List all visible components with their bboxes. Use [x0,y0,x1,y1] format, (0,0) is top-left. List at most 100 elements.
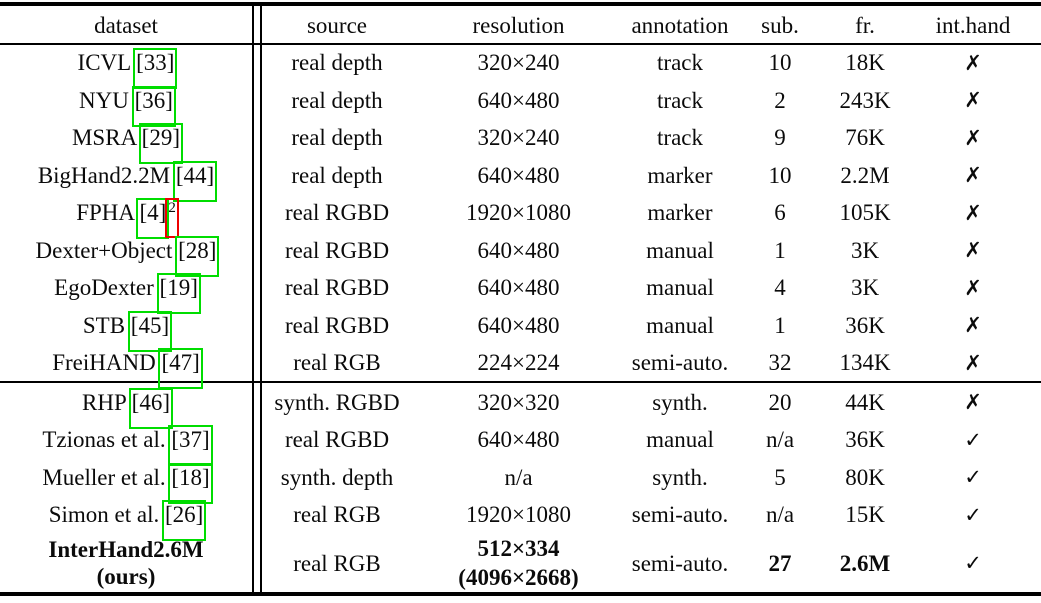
table-row: FPHA [4] 2 real RGBD 1920×1080 marker 6 105K ✗ [0,194,1041,240]
cell-resolution: 320×320 [412,388,625,417]
cross-icon: ✗ [964,163,982,188]
resolution-line: 640×480 [477,237,560,263]
cell-int-hand: ✗ [905,349,1041,377]
dataset-name-line: FPHA [4] 2 [0,198,252,240]
cell-dataset: Tzionas et al. [37] [0,425,252,467]
citation-link[interactable]: [45] [127,310,173,352]
cell-resolution: 512×334 (4096×2668) [412,534,625,592]
cell-dataset: STB [45] [0,310,252,352]
cell-dataset: FPHA [4] 2 [0,198,252,240]
citation-link[interactable]: [47] [158,348,204,390]
dataset-label: FPHA [76,200,134,226]
table-row: ICVL [33] real depth 320×240 track 10 18K ✗ [0,44,1041,90]
cell-resolution: 320×240 [412,48,625,77]
resolution-line: n/a [504,464,533,490]
cell-annotation: semi-auto. [631,502,729,528]
citation-link[interactable]: [4] [136,198,170,240]
header-int-hand: int.hand [935,12,1011,38]
citation-link[interactable]: [46] [128,387,174,429]
cell-resolution: 640×480 [412,273,625,302]
cell-source: real depth [291,162,383,188]
citation-link[interactable]: [19] [156,273,202,315]
dataset-label: Dexter+Object [35,237,173,263]
cell-frames: 44K [845,389,885,415]
cell-int-hand: ✗ [905,199,1041,227]
header-source: source [306,12,368,38]
dataset-name-line: Mueller et al. [18] [0,462,252,504]
citation-link[interactable]: [26] [161,500,207,542]
citation-link[interactable]: [37] [168,425,214,467]
resolution-line: 320×240 [477,125,560,151]
cell-annotation: semi-auto. [631,350,729,376]
cell-subjects: 5 [774,464,786,490]
table-body: ICVL [33] real depth 320×240 track 10 18K ✗ NYU… [0,44,1041,593]
cell-subjects: n/a [765,427,795,453]
resolution-line: 320×240 [477,50,560,76]
dataset-label: FreiHAND [52,350,156,376]
table-row: Mueller et al. [18] synth. depth n/a synth.… [0,459,1041,504]
citation-link[interactable]: [28] [175,235,220,277]
dataset-name-line: Dexter+Object [28] [0,235,252,277]
cell-resolution: 640×480 [412,236,625,265]
citation-link[interactable]: [36] [131,85,177,127]
check-icon: ✓ [964,465,982,490]
cell-dataset: NYU [36] [0,85,252,127]
citation-link[interactable]: [18] [168,462,214,504]
cell-source: real RGBD [284,275,390,301]
resolution-line-2: (4096×2668) [458,565,579,590]
cell-annotation: manual [646,275,714,301]
dataset-name-line: BigHand2.2M [44] [0,160,252,202]
check-icon: ✓ [964,427,982,452]
cell-frames: 134K [839,350,891,376]
cell-dataset: FreiHAND [47] [0,348,252,390]
dataset-subtitle: (ours) [96,564,156,589]
cross-icon: ✗ [964,390,982,415]
cross-icon: ✗ [964,50,982,75]
footnote-ref[interactable]: 2 [165,198,179,239]
table-row: BigHand2.2M [44] real depth 640×480 marker 1… [0,157,1041,202]
cell-subjects: 32 [768,350,792,376]
cell-frames: 80K [845,464,885,490]
resolution-line: 640×480 [477,87,560,113]
dataset-label: Tzionas et al. [42,427,166,453]
table-row: Tzionas et al. [37] real RGBD 640×480 manua… [0,421,1041,467]
cell-int-hand: ✓ [905,501,1041,529]
dataset-name-line: NYU [36] [0,85,252,127]
cell-subjects: n/a [765,502,795,528]
cell-subjects: 9 [774,125,786,151]
cell-resolution: 640×480 [412,161,625,190]
cell-dataset: Simon et al. [26] [0,500,252,542]
citation-link[interactable]: [33] [133,48,178,90]
cell-int-hand: ✗ [905,161,1041,189]
cell-subjects: 6 [774,200,786,226]
cell-frames: 243K [839,87,891,113]
cell-frames: 36K [845,312,885,338]
cell-resolution: 1920×1080 [412,198,625,227]
group-separator-rule [0,381,1041,383]
cell-frames: 36K [845,427,885,453]
cell-int-hand: ✓ [905,549,1041,577]
cell-int-hand: ✗ [905,124,1041,152]
cell-annotation: semi-auto. [631,550,729,576]
cell-source: real RGB [293,350,381,376]
dataset-name-line: STB [45] [0,310,252,352]
cell-annotation: track [657,125,703,151]
table-row: NYU [36] real depth 640×480 track 2 243K ✗ [0,82,1041,127]
table-top-rule [0,2,1041,6]
citation-link[interactable]: [29] [138,123,184,165]
citation-link[interactable]: [44] [172,160,218,202]
check-icon: ✓ [964,551,982,575]
cell-resolution: n/a [412,463,625,492]
dataset-label: ICVL [77,50,131,76]
cell-int-hand: ✗ [905,311,1041,339]
dataset-label: Simon et al. [48,502,160,528]
dataset-label: EgoDexter [54,275,154,301]
cell-dataset: Mueller et al. [18] [0,462,252,504]
dataset-name-line: EgoDexter [19] [0,273,252,315]
cell-int-hand: ✓ [905,463,1041,491]
table-bottom-rule [0,592,1041,596]
cell-subjects: 10 [768,162,792,188]
cell-source: real RGB [293,550,381,576]
vertical-double-rule-left [252,2,254,596]
cell-annotation: marker [647,162,713,188]
